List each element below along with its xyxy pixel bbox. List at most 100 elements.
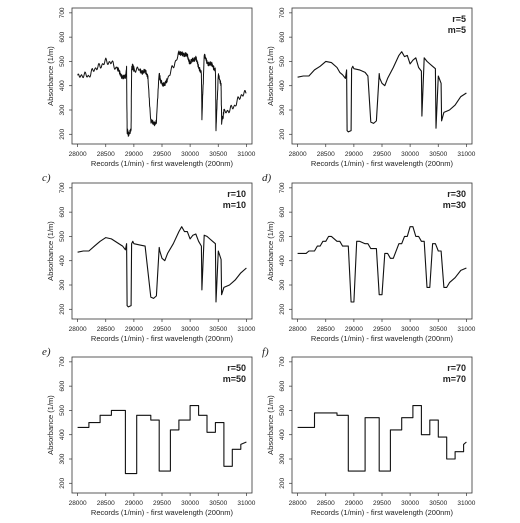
- x-tick-label: 28000: [289, 500, 307, 507]
- chart-panel-1: 28000 28500 29000 29500 30000 30500 31000 200 30…: [46, 7, 256, 168]
- y-tick-label: 400: [279, 429, 286, 440]
- series-line: [297, 226, 467, 303]
- series-line: [297, 405, 467, 472]
- x-tick-label: 28500: [317, 151, 335, 158]
- y-tick-label: 500: [59, 405, 66, 416]
- y-tick-label: 400: [59, 255, 66, 266]
- panel-letter: f): [262, 346, 269, 358]
- x-tick-label: 29500: [373, 326, 391, 333]
- x-tick-label: 30000: [181, 326, 199, 333]
- x-tick-label: 31000: [237, 326, 255, 333]
- x-axis-label: Records (1/min) - first wavelength (200n…: [91, 334, 234, 343]
- x-tick-label: 28500: [317, 326, 335, 333]
- y-tick-label: 300: [279, 279, 286, 290]
- y-tick-label: 600: [59, 31, 66, 42]
- y-axis-label: Absorbance (1/m): [46, 395, 55, 455]
- x-tick-label: 29000: [125, 326, 143, 333]
- panel-annotation: m=10: [223, 200, 246, 210]
- x-axis-label: Records (1/min) - first wavelength (200n…: [311, 508, 454, 517]
- y-tick-label: 600: [279, 31, 286, 42]
- x-tick-label: 29000: [345, 326, 363, 333]
- x-tick-label: 29000: [125, 151, 143, 158]
- y-tick-label: 200: [59, 128, 66, 139]
- panel-annotation: r=30: [447, 189, 466, 199]
- y-tick-label: 600: [59, 380, 66, 391]
- x-tick-label: 30500: [209, 326, 227, 333]
- panel-annotation: m=5: [448, 25, 466, 35]
- y-tick-label: 200: [59, 477, 66, 488]
- x-axis-label: Records (1/min) - first wavelength (200n…: [91, 508, 234, 517]
- x-tick-label: 30500: [209, 151, 227, 158]
- x-tick-label: 28500: [97, 500, 115, 507]
- x-tick-label: 30500: [209, 500, 227, 507]
- x-tick-label: 29500: [153, 326, 171, 333]
- panel-letter: d): [262, 172, 272, 184]
- y-tick-label: 700: [59, 7, 66, 18]
- x-tick-label: 28500: [97, 151, 115, 158]
- chart-panel-5: 28000 28500 29000 29500 30000 30500 31000 200 30…: [42, 346, 256, 517]
- plot-frame: [291, 7, 473, 145]
- x-tick-label: 30000: [401, 500, 419, 507]
- y-tick-label: 500: [279, 56, 286, 67]
- y-tick-label: 500: [59, 231, 66, 242]
- y-tick-label: 400: [59, 429, 66, 440]
- panel-annotation: m=30: [443, 200, 466, 210]
- y-tick-label: 300: [59, 279, 66, 290]
- y-tick-label: 300: [279, 104, 286, 115]
- y-axis-label: Absorbance (1/m): [266, 46, 275, 106]
- x-tick-label: 29500: [373, 151, 391, 158]
- x-tick-label: 31000: [457, 151, 475, 158]
- series-line: [77, 50, 247, 137]
- y-tick-label: 600: [279, 206, 286, 217]
- y-tick-label: 500: [279, 405, 286, 416]
- x-tick-label: 28000: [69, 500, 87, 507]
- y-tick-label: 500: [59, 56, 66, 67]
- y-axis-label: Absorbance (1/m): [266, 395, 275, 455]
- y-tick-label: 400: [279, 255, 286, 266]
- x-axis-label: Records (1/min) - first wavelength (200n…: [311, 159, 454, 168]
- panel-annotation: m=70: [443, 374, 466, 384]
- x-tick-label: 30500: [429, 500, 447, 507]
- x-tick-label: 28000: [69, 151, 87, 158]
- x-tick-label: 29000: [125, 500, 143, 507]
- x-tick-label: 31000: [237, 151, 255, 158]
- panel-annotation: r=10: [227, 189, 246, 199]
- plot-frame: [71, 7, 253, 145]
- y-tick-label: 400: [59, 80, 66, 91]
- y-tick-label: 200: [59, 303, 66, 314]
- x-tick-label: 28500: [317, 500, 335, 507]
- x-tick-label: 30000: [401, 326, 419, 333]
- x-tick-label: 28000: [289, 151, 307, 158]
- y-tick-label: 400: [279, 80, 286, 91]
- x-axis-label: Records (1/min) - first wavelength (200n…: [91, 159, 234, 168]
- x-tick-label: 29500: [153, 500, 171, 507]
- y-tick-label: 300: [59, 453, 66, 464]
- y-tick-label: 700: [59, 182, 66, 193]
- x-tick-label: 29000: [345, 151, 363, 158]
- x-tick-label: 29500: [153, 151, 171, 158]
- y-tick-label: 700: [59, 356, 66, 367]
- y-tick-label: 600: [59, 206, 66, 217]
- x-tick-label: 30000: [181, 151, 199, 158]
- panel-annotation: r=50: [227, 363, 246, 373]
- chart-panel-2: 28000 28500 29000 29500 30000 30500 31000 200 30…: [266, 7, 476, 168]
- y-tick-label: 300: [279, 453, 286, 464]
- x-tick-label: 28500: [97, 326, 115, 333]
- chart-panel-6: 28000 28500 29000 29500 30000 30500 31000 200 30…: [262, 346, 476, 517]
- x-tick-label: 31000: [457, 326, 475, 333]
- series-line: [77, 405, 247, 475]
- y-tick-label: 200: [279, 128, 286, 139]
- x-axis-label: Records (1/min) - first wavelength (200n…: [311, 334, 454, 343]
- x-tick-label: 30500: [429, 151, 447, 158]
- chart-panel-3: 28000 28500 29000 29500 30000 30500 31000 200 30…: [42, 172, 256, 343]
- y-tick-label: 700: [279, 182, 286, 193]
- series-line: [77, 226, 247, 308]
- x-tick-label: 30000: [181, 500, 199, 507]
- y-tick-label: 700: [279, 356, 286, 367]
- x-tick-label: 29000: [345, 500, 363, 507]
- panel-annotation: r=70: [447, 363, 466, 373]
- y-axis-label: Absorbance (1/m): [46, 46, 55, 106]
- series-line: [297, 51, 467, 133]
- x-tick-label: 30000: [401, 151, 419, 158]
- x-tick-label: 30500: [429, 326, 447, 333]
